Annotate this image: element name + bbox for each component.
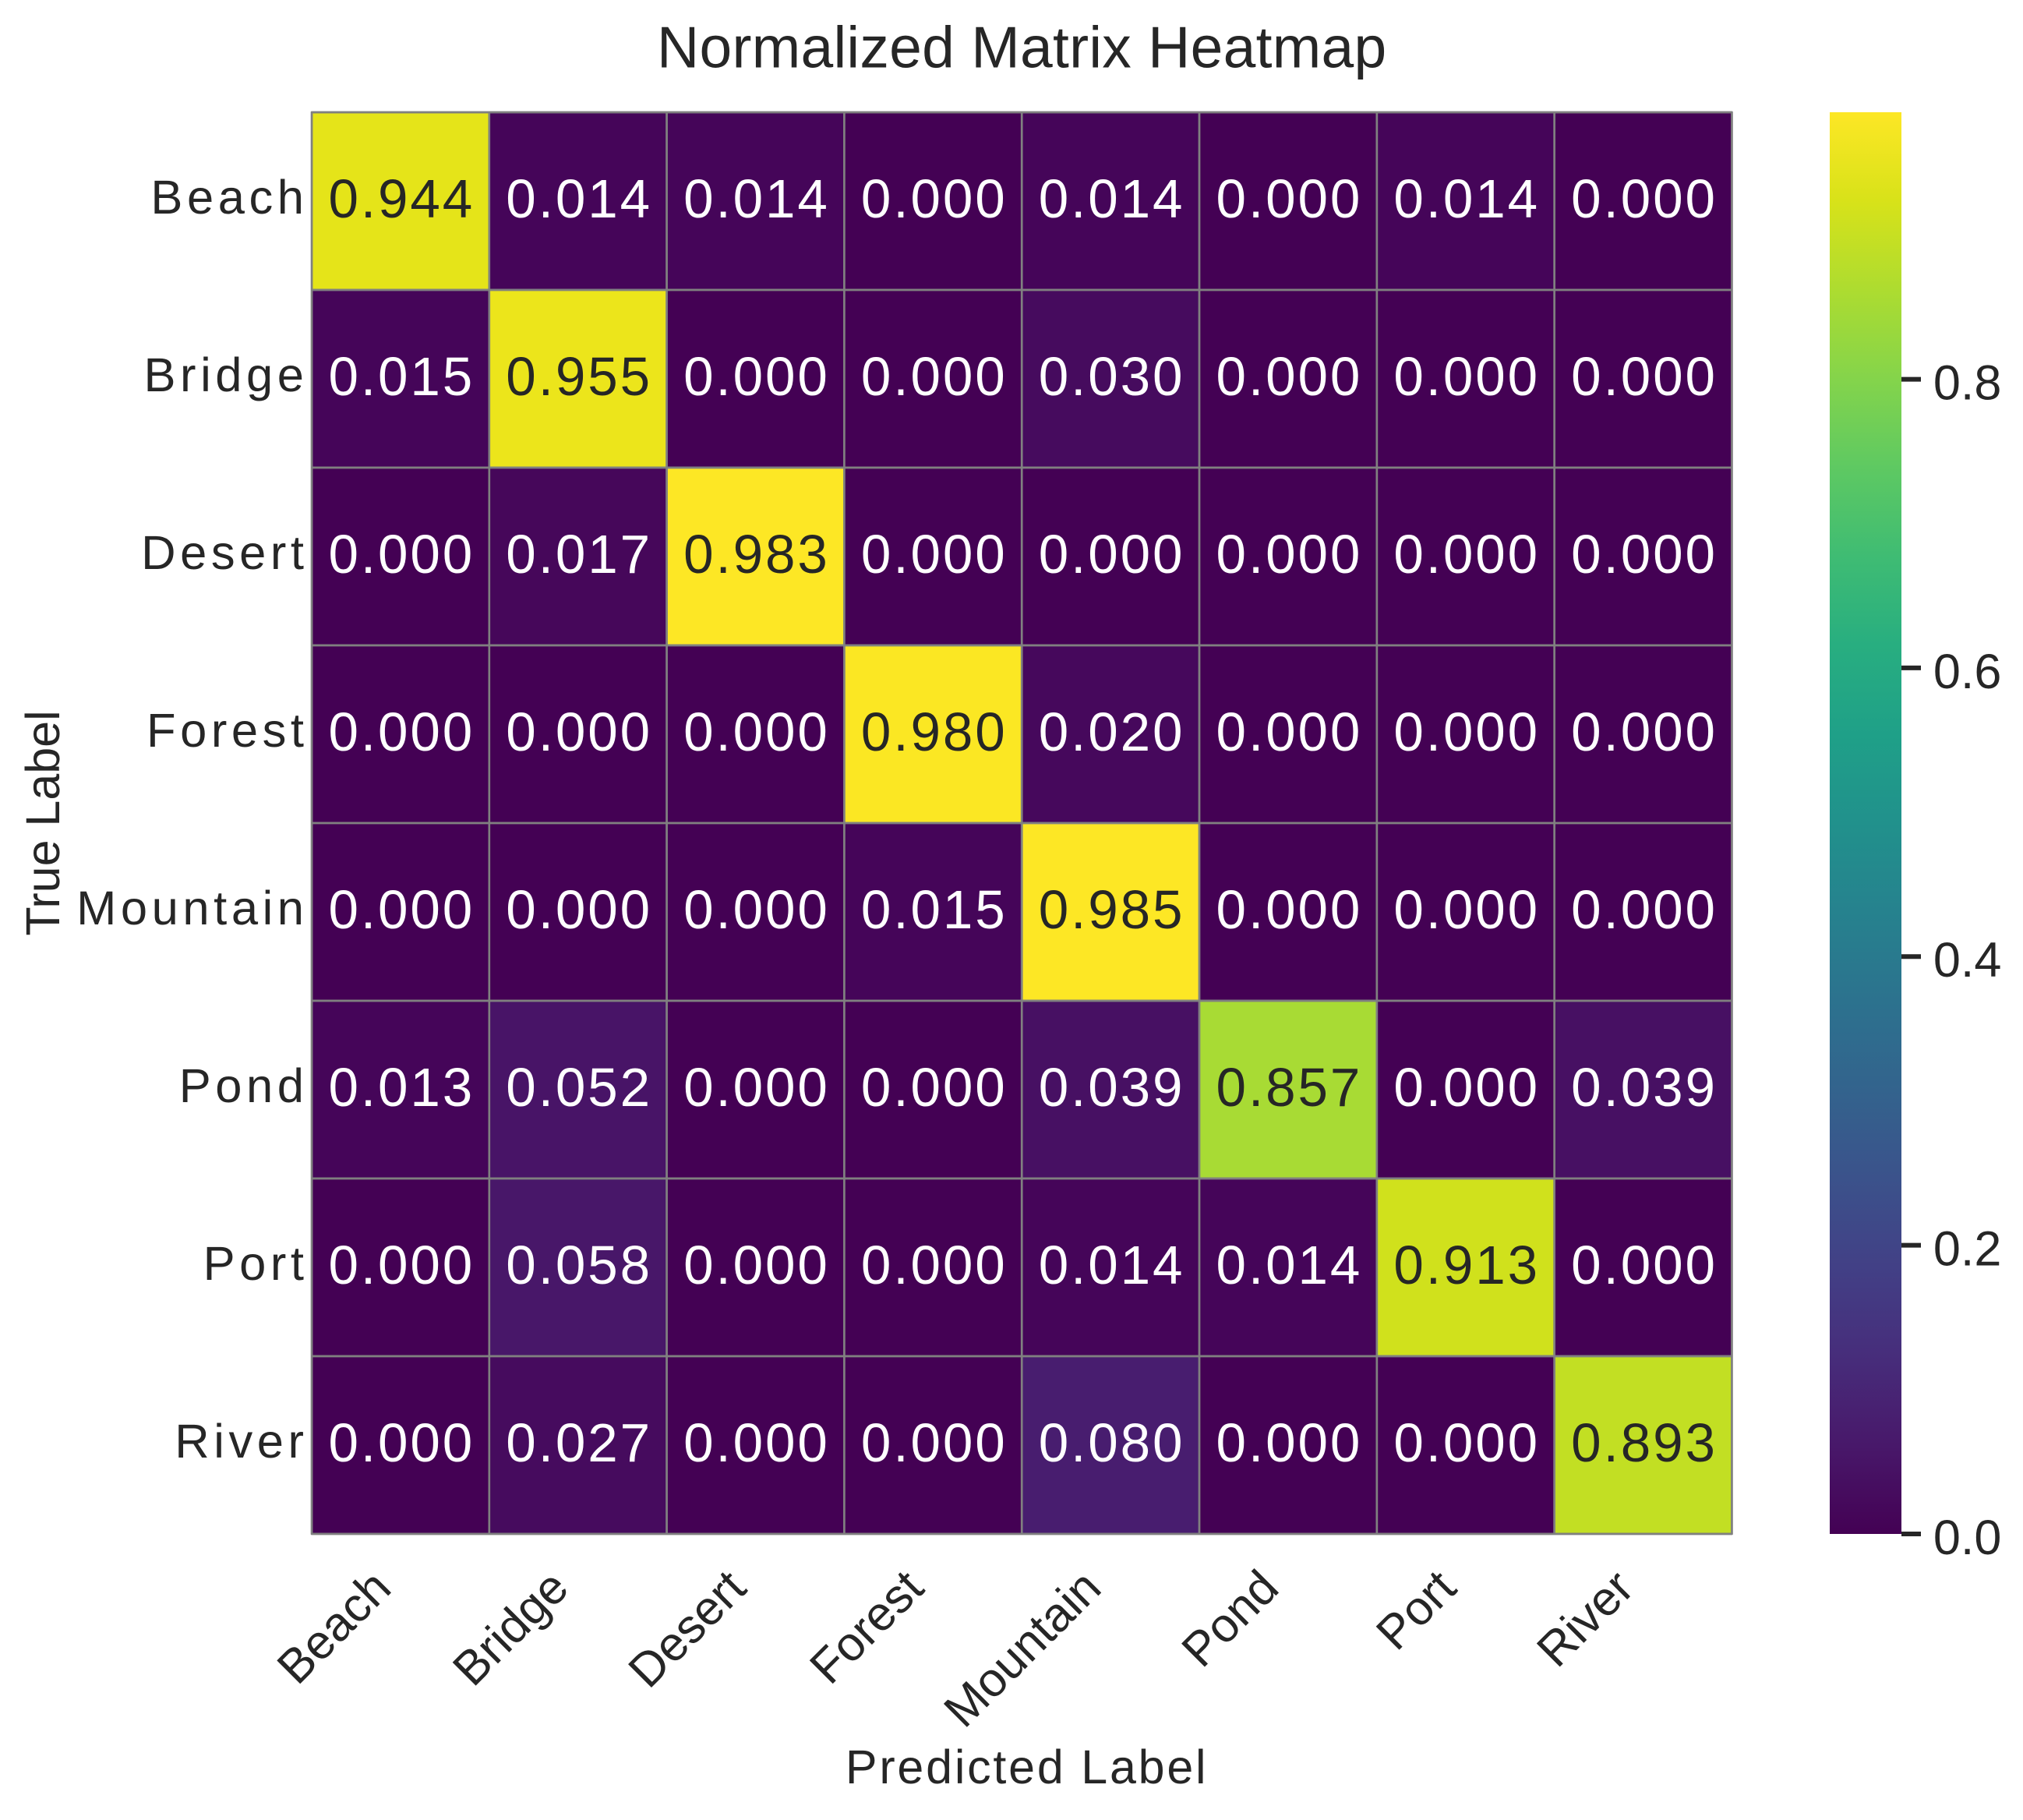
svg-text:0.000: 0.000 [1393, 346, 1540, 407]
svg-text:0.014: 0.014 [1039, 168, 1185, 229]
svg-text:0.000: 0.000 [683, 1057, 830, 1118]
svg-text:Forest: Forest [147, 704, 309, 758]
svg-text:0.000: 0.000 [683, 346, 830, 407]
svg-text:0.6: 0.6 [1933, 645, 2002, 699]
svg-text:0.000: 0.000 [861, 346, 1008, 407]
svg-text:0.2: 0.2 [1933, 1221, 2002, 1276]
svg-text:0.980: 0.980 [861, 701, 1008, 762]
svg-text:0.014: 0.014 [1216, 1235, 1363, 1295]
svg-text:0.955: 0.955 [506, 346, 652, 407]
svg-text:0.030: 0.030 [1039, 346, 1185, 407]
svg-text:0.014: 0.014 [1393, 168, 1540, 229]
svg-text:Port: Port [203, 1237, 309, 1291]
svg-text:0.000: 0.000 [1571, 524, 1718, 585]
svg-text:0.000: 0.000 [1216, 701, 1363, 762]
svg-text:0.015: 0.015 [861, 879, 1008, 940]
svg-text:0.0: 0.0 [1933, 1511, 2002, 1565]
svg-text:0.000: 0.000 [328, 1235, 475, 1295]
svg-text:Pond: Pond [179, 1059, 309, 1113]
svg-text:0.014: 0.014 [1039, 1235, 1185, 1295]
svg-text:0.000: 0.000 [1216, 524, 1363, 585]
svg-text:0.000: 0.000 [1216, 168, 1363, 229]
svg-text:0.014: 0.014 [506, 168, 652, 229]
svg-text:0.058: 0.058 [506, 1235, 652, 1295]
svg-text:0.8: 0.8 [1933, 355, 2002, 410]
svg-text:0.000: 0.000 [1393, 879, 1540, 940]
svg-text:0.944: 0.944 [328, 168, 475, 229]
svg-text:0.000: 0.000 [861, 168, 1008, 229]
svg-text:0.000: 0.000 [683, 1412, 830, 1473]
svg-text:0.000: 0.000 [506, 701, 652, 762]
svg-text:0.000: 0.000 [1571, 1235, 1718, 1295]
svg-text:0.000: 0.000 [861, 1412, 1008, 1473]
svg-text:0.893: 0.893 [1571, 1412, 1718, 1473]
svg-text:0.000: 0.000 [328, 524, 475, 585]
svg-text:Mountain: Mountain [76, 882, 308, 935]
svg-text:0.000: 0.000 [683, 701, 830, 762]
svg-text:Predicted Label: Predicted Label [846, 1740, 1208, 1793]
svg-text:0.000: 0.000 [861, 524, 1008, 585]
svg-text:0.000: 0.000 [861, 1057, 1008, 1118]
svg-text:0.000: 0.000 [683, 1235, 830, 1295]
svg-text:0.000: 0.000 [506, 879, 652, 940]
svg-text:0.000: 0.000 [1571, 701, 1718, 762]
svg-text:0.027: 0.027 [506, 1412, 652, 1473]
svg-text:0.000: 0.000 [1216, 1412, 1363, 1473]
svg-text:0.000: 0.000 [328, 1412, 475, 1473]
svg-text:0.000: 0.000 [328, 879, 475, 940]
svg-text:0.000: 0.000 [1039, 524, 1185, 585]
svg-text:River: River [175, 1415, 308, 1468]
svg-text:0.983: 0.983 [683, 524, 830, 585]
svg-text:Beach: Beach [150, 171, 308, 224]
svg-text:0.000: 0.000 [1393, 701, 1540, 762]
svg-text:Bridge: Bridge [143, 348, 308, 402]
svg-text:0.039: 0.039 [1571, 1057, 1718, 1118]
svg-text:0.985: 0.985 [1039, 879, 1185, 940]
svg-text:0.014: 0.014 [683, 168, 830, 229]
svg-text:0.013: 0.013 [328, 1057, 475, 1118]
svg-text:0.000: 0.000 [1216, 346, 1363, 407]
svg-text:Normalized Matrix Heatmap: Normalized Matrix Heatmap [657, 15, 1386, 80]
svg-text:True Label: True Label [16, 710, 69, 935]
svg-text:0.4: 0.4 [1933, 933, 2002, 988]
svg-text:0.000: 0.000 [861, 1235, 1008, 1295]
svg-text:0.000: 0.000 [328, 701, 475, 762]
svg-text:0.000: 0.000 [1393, 1412, 1540, 1473]
svg-text:0.015: 0.015 [328, 346, 475, 407]
svg-text:0.000: 0.000 [1216, 879, 1363, 940]
svg-text:0.000: 0.000 [1393, 524, 1540, 585]
svg-text:0.017: 0.017 [506, 524, 652, 585]
svg-text:0.020: 0.020 [1039, 701, 1185, 762]
svg-text:0.000: 0.000 [683, 879, 830, 940]
svg-text:0.857: 0.857 [1216, 1057, 1363, 1118]
svg-text:0.000: 0.000 [1571, 168, 1718, 229]
svg-text:0.080: 0.080 [1039, 1412, 1185, 1473]
svg-text:0.000: 0.000 [1571, 879, 1718, 940]
svg-text:0.000: 0.000 [1571, 346, 1718, 407]
svg-text:0.039: 0.039 [1039, 1057, 1185, 1118]
svg-text:0.913: 0.913 [1393, 1235, 1540, 1295]
svg-text:0.000: 0.000 [1393, 1057, 1540, 1118]
svg-text:Desert: Desert [141, 526, 308, 580]
svg-text:0.052: 0.052 [506, 1057, 652, 1118]
